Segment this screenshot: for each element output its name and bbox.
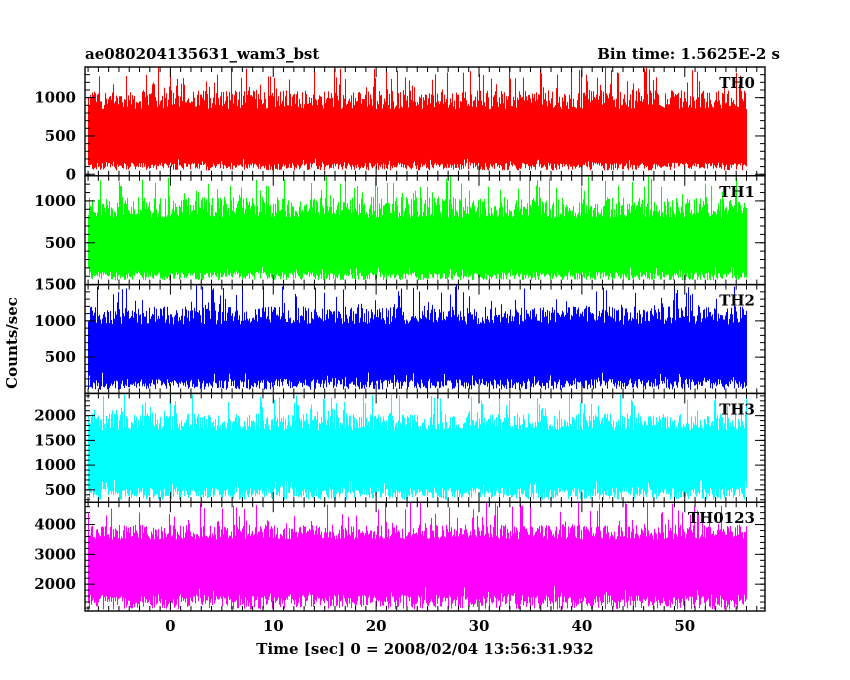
- y-tick-label-th2: 500: [45, 348, 76, 366]
- y-tick-label-th0123: 4000: [34, 516, 76, 534]
- series-th0: [87, 67, 748, 171]
- x-tick-label: 40: [571, 617, 592, 635]
- y-tick-label-th2: 1500: [34, 276, 76, 294]
- y-tick-label-th3: 1500: [34, 431, 76, 449]
- panel-label-th0: TH0: [719, 74, 755, 92]
- x-tick-label: 0: [165, 617, 175, 635]
- y-tick-label-th0123: 2000: [34, 575, 76, 593]
- y-tick-label-th1: 500: [45, 234, 76, 252]
- x-tick-label: 20: [366, 617, 387, 635]
- panel-frame-th0123: [84, 501, 766, 612]
- y-tick-label-th2: 1000: [34, 312, 76, 330]
- chart-title-right: Bin time: 1.5625E-2 s: [597, 45, 780, 63]
- y-tick-label-th0: 1000: [34, 89, 76, 107]
- y-tick-label-th0: 500: [45, 127, 76, 145]
- series-th3: [87, 393, 748, 500]
- series-th1: [87, 176, 748, 281]
- panels-group: 05001000TH005001000TH150010001500TH25001…: [34, 66, 766, 635]
- y-tick-label-th0123: 3000: [34, 545, 76, 563]
- x-tick-label: 50: [674, 617, 695, 635]
- series-th0123: [87, 502, 748, 610]
- x-tick-label: 10: [263, 617, 284, 635]
- y-tick-label-th3: 1000: [34, 456, 76, 474]
- y-axis-label: Counts/sec: [3, 297, 21, 389]
- x-axis-label: Time [sec] 0 = 2008/02/04 13:56:31.932: [256, 640, 593, 658]
- y-tick-label-th0: 0: [66, 165, 76, 183]
- series-th2: [87, 285, 748, 390]
- x-tick-label: 30: [469, 617, 490, 635]
- chart-title-left: ae080204135631_wam3_bst: [85, 45, 319, 63]
- panel-label-th1: TH1: [719, 183, 755, 201]
- y-tick-label-th1: 0: [66, 276, 76, 294]
- y-tick-label-th3: 500: [45, 481, 76, 499]
- y-tick-label-th1: 1000: [34, 192, 76, 210]
- y-tick-label-th3: 2000: [34, 407, 76, 425]
- panel-label-th3: TH3: [719, 400, 755, 418]
- panel-label-th0123: TH0123: [688, 509, 755, 527]
- panel-label-th2: TH2: [719, 292, 755, 310]
